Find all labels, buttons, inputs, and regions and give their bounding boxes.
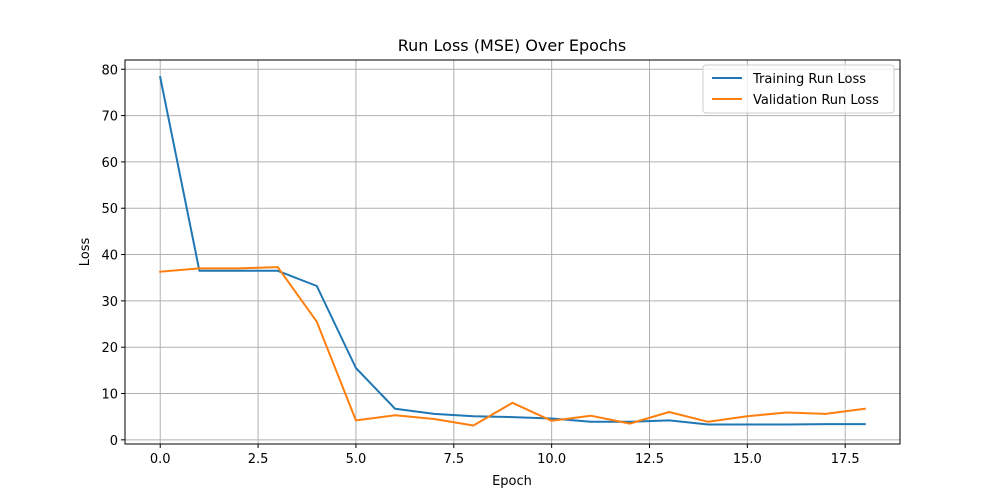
- y-axis-ticks: 0 10 20 30 40 50 60 70 80: [101, 63, 125, 449]
- x-tick-label: 5.0: [346, 452, 367, 467]
- y-tick-label: 20: [101, 341, 118, 356]
- chart-title: Run Loss (MSE) Over Epochs: [398, 36, 626, 55]
- x-tick-label: 10.0: [537, 452, 566, 467]
- y-tick-label: 50: [101, 202, 118, 217]
- y-tick-label: 30: [101, 295, 118, 310]
- x-tick-label: 2.5: [248, 452, 269, 467]
- grid: [125, 60, 900, 444]
- legend-label-validation: Validation Run Loss: [753, 93, 879, 108]
- x-tick-label: 12.5: [635, 452, 664, 467]
- series-layer: [159, 75, 866, 427]
- y-tick-label: 10: [101, 388, 118, 403]
- legend-box: [702, 64, 895, 114]
- x-tick-label: 0.0: [150, 452, 171, 467]
- y-tick-label: 70: [101, 110, 118, 125]
- x-axis-ticks: 0.0 2.5 5.0 7.5 10.0 12.5 15.0 17.5: [150, 444, 860, 467]
- training-loss-line: [159, 75, 866, 426]
- plot-frame: [124, 59, 901, 445]
- validation-loss-line: [159, 266, 866, 427]
- y-tick-label: 80: [101, 63, 118, 78]
- y-tick-label: 60: [101, 156, 118, 171]
- legend-label-training: Training Run Loss: [752, 72, 866, 87]
- x-axis-label: Epoch: [492, 474, 532, 489]
- x-tick-label: 7.5: [443, 452, 464, 467]
- y-tick-label: 0: [110, 434, 118, 449]
- x-tick-label: 15.0: [733, 452, 762, 467]
- legend: Training Run Loss Validation Run Loss: [702, 64, 895, 114]
- y-tick-label: 40: [101, 249, 118, 264]
- x-tick-label: 17.5: [831, 452, 860, 467]
- y-axis-label: Loss: [78, 238, 93, 267]
